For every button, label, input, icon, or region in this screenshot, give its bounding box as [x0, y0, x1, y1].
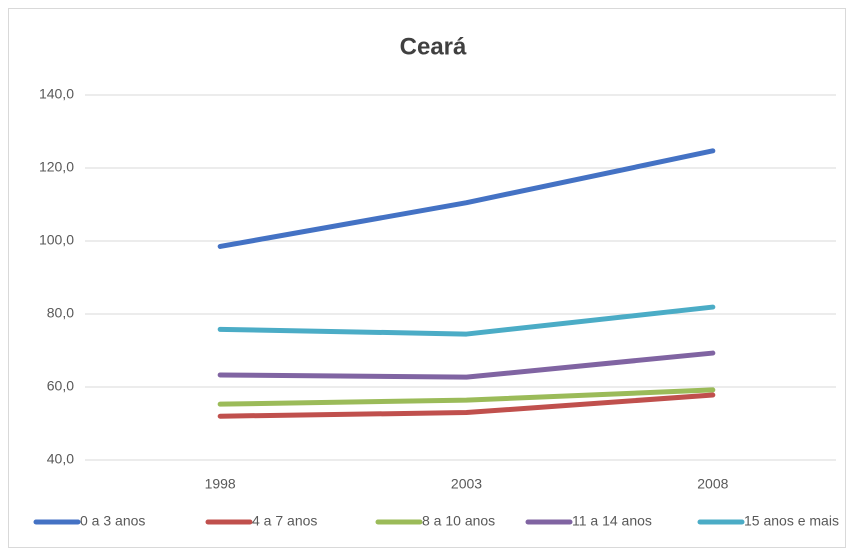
series-line [217, 350, 716, 380]
legend-label: 11 a 14 anos [572, 513, 652, 529]
chart-frame [8, 8, 846, 548]
x-tick-label: 2008 [697, 476, 728, 492]
y-tick-label: 100,0 [39, 232, 74, 248]
series-line [217, 304, 716, 337]
x-tick-label: 2003 [451, 476, 482, 492]
chart-title: Ceará [400, 33, 467, 60]
y-tick-label: 140,0 [39, 86, 74, 102]
series-line [217, 392, 716, 419]
series-line [217, 148, 716, 249]
y-tick-label: 60,0 [47, 378, 74, 394]
series-line [217, 387, 716, 407]
legend-label: 0 a 3 anos [80, 513, 145, 529]
y-tick-label: 120,0 [39, 159, 74, 175]
x-tick-label: 1998 [205, 476, 236, 492]
legend-label: 8 a 10 anos [422, 513, 495, 529]
legend-label: 15 anos e mais [744, 513, 839, 529]
y-tick-label: 80,0 [47, 305, 74, 321]
y-tick-label: 40,0 [47, 451, 74, 467]
legend-label: 4 a 7 anos [252, 513, 317, 529]
